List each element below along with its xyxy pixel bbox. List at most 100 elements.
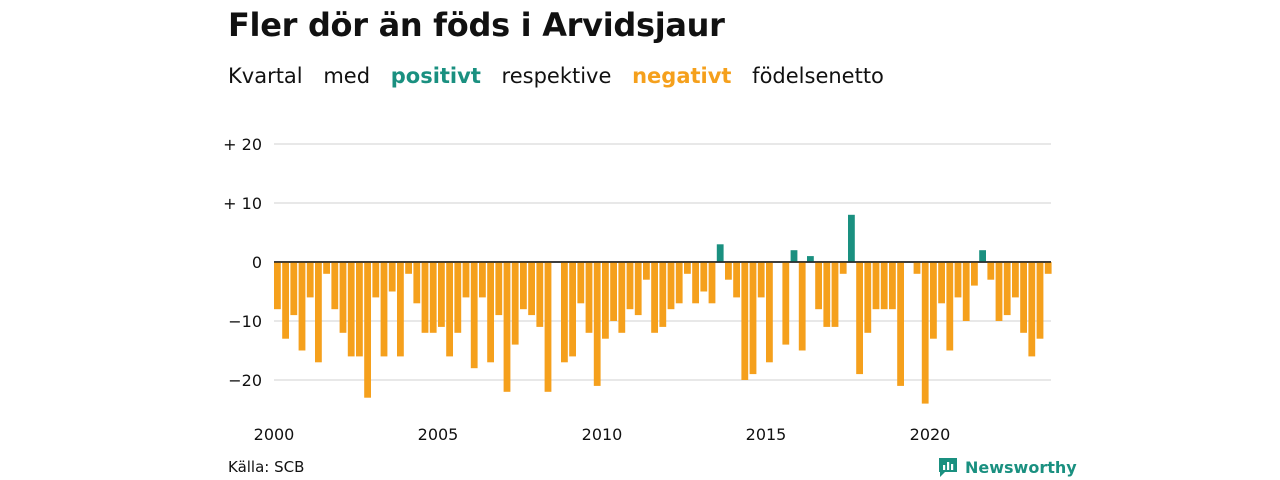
- chart-bar: [413, 262, 421, 304]
- chart-bar: [380, 262, 388, 357]
- chart-bar: [667, 262, 675, 310]
- chart-bar: [807, 256, 814, 262]
- chart-bar: [561, 262, 568, 363]
- chart-bar: [839, 262, 847, 274]
- y-tick-label: + 20: [223, 135, 262, 154]
- chart-bar: [503, 262, 511, 392]
- chart-bar: [659, 262, 667, 327]
- chart-bar: [798, 262, 806, 351]
- chart-bar: [823, 262, 831, 327]
- chart-bar: [593, 262, 601, 386]
- chart-bar: [889, 262, 896, 310]
- chart-bar: [331, 262, 339, 310]
- subtitle-word: Kvartal: [228, 64, 303, 88]
- chart-bar: [618, 262, 626, 333]
- x-tick-label: 2010: [582, 425, 623, 444]
- chart-bar: [954, 262, 962, 298]
- chart-bar: [610, 262, 617, 321]
- x-tick-label: 2005: [418, 425, 459, 444]
- chart-bar: [405, 262, 412, 274]
- chart-bar: [930, 262, 937, 339]
- chart-bar: [388, 262, 396, 292]
- chart-bar: [1028, 262, 1036, 357]
- brand-logo: Newsworthy: [937, 456, 1077, 478]
- chart-bar: [528, 262, 535, 316]
- chart-bar: [1003, 262, 1011, 316]
- chart-bar: [872, 262, 880, 310]
- subtitle-negative-label: negativt: [632, 64, 732, 88]
- y-tick-label: −20: [228, 371, 262, 390]
- chart-bar: [987, 262, 995, 280]
- chart-bar: [651, 262, 658, 333]
- chart-bar: [815, 262, 822, 310]
- chart-bar: [979, 250, 986, 262]
- chart-bar: [520, 262, 527, 310]
- chart-bar: [454, 262, 462, 333]
- chart-bar: [626, 262, 634, 310]
- source-label: Källa: SCB: [228, 458, 305, 476]
- chart-bar: [1020, 262, 1027, 333]
- chart-bar: [913, 262, 921, 274]
- chart-bar: [282, 262, 289, 339]
- chart-bar: [544, 262, 552, 392]
- chart-bar: [971, 262, 978, 286]
- chart-bar: [733, 262, 740, 298]
- chart-subtitle: Kvartal med positivt respektive negativt…: [228, 64, 898, 88]
- subtitle-positive-label: positivt: [390, 64, 481, 88]
- subtitle-word: respektive: [501, 64, 612, 88]
- chart-bar: [339, 262, 347, 333]
- chart-bar: [897, 262, 904, 386]
- chart-bar: [290, 262, 298, 316]
- chart-bar: [1036, 262, 1044, 339]
- x-tick-label: 2015: [746, 425, 787, 444]
- chart-bar: [487, 262, 494, 363]
- chart-bar: [364, 262, 371, 398]
- chart-bar: [692, 262, 699, 304]
- chart-bar: [634, 262, 642, 316]
- chart-bar: [421, 262, 429, 333]
- chart-bar: [462, 262, 470, 298]
- chart-bar: [856, 262, 863, 375]
- chart-bar: [725, 262, 732, 280]
- chart-bar: [749, 262, 757, 375]
- chart-bar: [741, 262, 749, 380]
- chart-bar: [495, 262, 503, 316]
- chart-bar: [962, 262, 970, 321]
- chart-bar: [356, 262, 363, 357]
- chart-bar: [708, 262, 716, 304]
- chart-bar: [569, 262, 576, 357]
- chart-bar: [700, 262, 708, 292]
- chart-bar: [757, 262, 765, 298]
- y-tick-label: −10: [228, 312, 262, 331]
- chart-bar: [864, 262, 872, 333]
- chart-bar: [446, 262, 453, 357]
- chart-bar: [585, 262, 593, 333]
- chart-bar: [470, 262, 478, 369]
- chart-bar: [716, 244, 724, 262]
- chart-bar: [298, 262, 306, 351]
- chart-bar: [675, 262, 683, 304]
- chart-bar: [536, 262, 544, 327]
- chart-bar: [372, 262, 380, 298]
- y-tick-label: 0: [252, 253, 262, 272]
- x-tick-label: 2000: [254, 425, 295, 444]
- chart-bar: [577, 262, 585, 304]
- chart-bar: [880, 262, 888, 310]
- y-tick-label: + 10: [223, 194, 262, 213]
- chart-bar: [602, 262, 609, 339]
- chart-bar: [347, 262, 355, 357]
- chart-bar: [323, 262, 330, 274]
- chart-bar: [315, 262, 322, 363]
- chart-bar: [429, 262, 437, 333]
- chart-bar: [921, 262, 929, 404]
- chart-bar: [790, 250, 798, 262]
- chart-bar: [1012, 262, 1019, 298]
- subtitle-word: med: [323, 64, 371, 88]
- chart-bar: [479, 262, 486, 298]
- brand-name: Newsworthy: [965, 457, 1077, 477]
- chart-bar: [397, 262, 404, 357]
- chart-bar: [848, 214, 855, 262]
- chart-bar: [274, 262, 281, 310]
- chart-bar: [766, 262, 773, 363]
